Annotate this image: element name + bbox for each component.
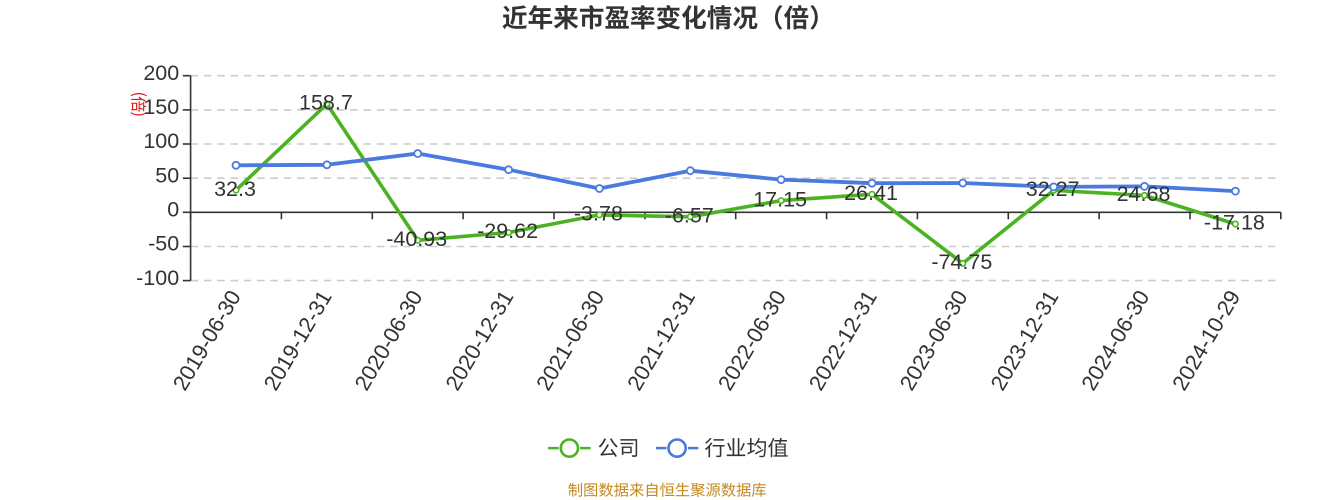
svg-text:50: 50 xyxy=(155,163,179,187)
svg-text:-100: -100 xyxy=(136,266,179,290)
svg-text:-50: -50 xyxy=(148,232,179,256)
svg-text:-29.62: -29.62 xyxy=(477,219,538,243)
svg-text:-6.57: -6.57 xyxy=(665,204,714,228)
svg-text:17.15: 17.15 xyxy=(753,187,807,211)
svg-text:158.7: 158.7 xyxy=(299,91,353,115)
svg-text:32.3: 32.3 xyxy=(214,177,256,201)
svg-text:-74.75: -74.75 xyxy=(931,250,992,274)
svg-text:100: 100 xyxy=(143,129,179,153)
svg-text:-40.93: -40.93 xyxy=(386,227,447,251)
svg-text:0: 0 xyxy=(167,198,179,222)
svg-text:200: 200 xyxy=(143,61,179,85)
svg-text:150: 150 xyxy=(143,95,179,119)
svg-text:-3.78: -3.78 xyxy=(574,202,623,226)
svg-text:-17.18: -17.18 xyxy=(1204,211,1265,235)
